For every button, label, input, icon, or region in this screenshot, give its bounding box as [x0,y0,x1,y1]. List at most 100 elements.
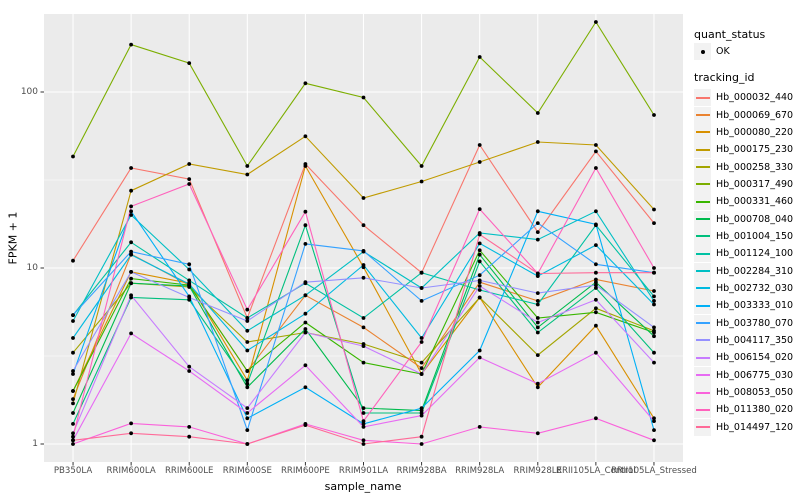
data-point [303,81,308,86]
legend-key-box [694,227,711,245]
data-point [535,209,540,214]
legend-item-Hb_003333_010: Hb_003333_010 [694,297,794,315]
legend-item-label: Hb_002732_030 [716,282,794,294]
data-point [129,204,134,209]
data-point [361,406,366,410]
data-point [303,320,308,325]
data-point [71,319,75,323]
legend-line-icon [695,114,710,117]
legend-line-icon [695,339,710,342]
data-point [477,355,482,360]
x-tick-label: RRII105LA_Control [556,466,636,476]
legend-line-icon [695,96,710,99]
legend-item-Hb_000708_040: Hb_000708_040 [694,210,794,228]
data-point [245,172,250,177]
data-point [71,336,75,340]
data-point [594,286,598,290]
data-point [535,230,540,235]
legend: quant_status OK tracking_id Hb_000032_44… [694,0,800,500]
legend-item-label: Hb_000317_490 [716,178,794,190]
data-point [594,222,598,227]
legend-item-Hb_000032_440: Hb_000032_440 [694,89,793,107]
data-point [303,363,308,368]
data-point [303,327,308,331]
data-point [71,442,75,446]
legend-item-label: Hb_003333_010 [716,300,794,312]
data-point [303,242,308,246]
data-point [419,164,424,168]
data-point [71,411,75,415]
data-point [71,422,75,426]
x-axis-title: sample_name [324,480,402,493]
data-point [419,366,424,370]
legend-item-label: Hb_000331_460 [716,196,794,208]
data-point [535,325,540,330]
data-point [187,434,192,439]
data-point [303,385,308,390]
data-point [245,442,250,446]
legend-item-Hb_001004_150: Hb_001004_150 [694,227,793,245]
data-point [594,20,598,24]
data-point [535,274,540,278]
legend-key-box [694,106,711,124]
data-point [594,166,598,170]
data-point [245,381,250,386]
data-point [187,162,192,166]
legend-title-quant-status: quant_status [694,28,766,41]
data-point [361,249,366,253]
data-point [535,431,540,436]
legend-item-label: Hb_000708_040 [716,213,794,225]
legend-key-box [694,193,711,211]
data-point [361,344,366,348]
legend-item-Hb_006775_030: Hb_006775_030 [694,366,793,384]
legend-item-label: Hb_003780_070 [716,317,794,329]
legend-key-box [694,279,711,297]
data-point [477,295,482,300]
data-point [652,302,656,307]
legend-line-icon [695,252,710,255]
data-point [594,297,598,302]
data-point [187,267,192,272]
data-point [361,442,366,446]
data-point [652,294,656,299]
data-point [129,293,134,298]
x-tick-label: RRIM928BA [396,466,447,476]
legend-item-Hb_000331_460: Hb_000331_460 [694,193,794,211]
data-point [652,207,656,212]
legend-key-box [694,210,711,228]
data-point [245,428,250,432]
y-tick-label: 10 [26,262,38,273]
data-point [71,397,75,401]
legend-item-Hb_000258_330: Hb_000258_330 [694,158,793,176]
legend-line-icon [695,426,710,429]
legend-line-icon [695,304,710,307]
data-point [361,325,366,330]
data-point [652,330,656,335]
legend-item-Hb_000317_490: Hb_000317_490 [694,175,794,193]
data-point [477,55,482,59]
data-point [652,360,656,365]
x-tick-label: RRIM928LE [513,466,563,476]
legend-key-box [694,418,711,436]
data-point [361,263,366,267]
data-point [535,302,540,307]
data-point [361,425,366,429]
x-tick-label: RRIM600LA [106,466,156,476]
legend-item-label: Hb_000175_230 [716,144,794,156]
legend-item-label: Hb_011380_020 [716,404,794,416]
data-point [303,223,308,228]
data-point [477,348,482,353]
data-point [477,241,482,246]
data-point [187,61,192,65]
data-point [71,434,75,439]
data-point [477,143,482,147]
legend-line-icon [695,356,710,359]
data-point [652,419,656,423]
legend-key-box [694,314,711,332]
data-point [129,431,134,436]
data-point [535,140,540,144]
legend-key-box [694,43,711,60]
data-point [594,350,598,355]
